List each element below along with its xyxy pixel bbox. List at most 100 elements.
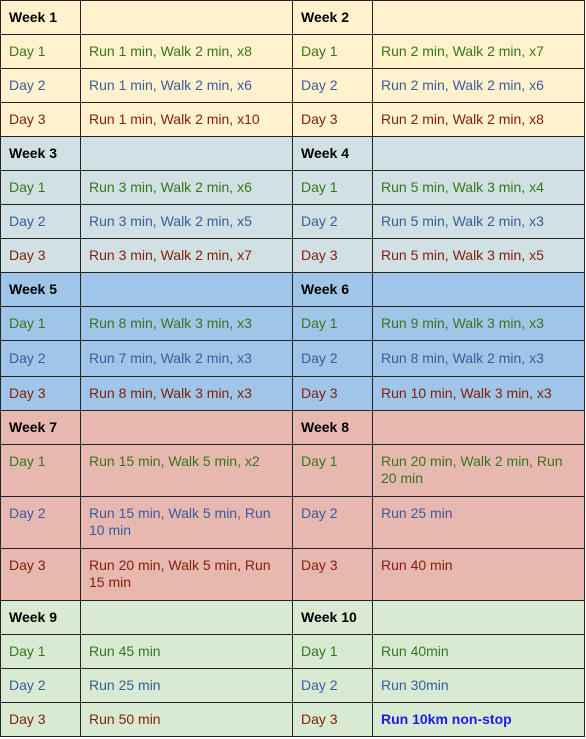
week-label: Week 1: [0, 0, 81, 35]
week-header-row: Week 9 Week 10: [0, 600, 585, 635]
empty-cell: [80, 136, 293, 171]
workout-plan: Run 3 min, Walk 2 min, x7: [80, 238, 293, 273]
workout-plan: Run 8 min, Walk 2 min, x3: [372, 340, 585, 377]
day-label: Day 3: [0, 102, 81, 137]
day-row: Day 3 Run 8 min, Walk 3 min, x3 Day 3 Ru…: [0, 376, 585, 411]
empty-cell: [372, 0, 585, 35]
empty-cell: [372, 410, 585, 445]
empty-cell: [372, 600, 585, 635]
week-header-row: Week 3 Week 4: [0, 136, 585, 171]
workout-plan: Run 20 min, Walk 5 min, Run 15 min: [80, 548, 293, 601]
workout-plan: Run 2 min, Walk 2 min, x8: [372, 102, 585, 137]
workout-plan: Run 8 min, Walk 3 min, x3: [80, 306, 293, 341]
week-label: Week 6: [292, 272, 373, 307]
day-label: Day 1: [292, 634, 373, 669]
day-label: Day 3: [0, 702, 81, 737]
workout-plan: Run 5 min, Walk 3 min, x4: [372, 170, 585, 205]
day-label: Day 3: [292, 102, 373, 137]
day-row: Day 2 Run 15 min, Walk 5 min, Run 10 min…: [0, 496, 585, 549]
day-row: Day 2 Run 25 min Day 2 Run 30min: [0, 668, 585, 703]
workout-plan: Run 7 min, Walk 2 min, x3: [80, 340, 293, 377]
day-label: Day 1: [292, 444, 373, 497]
week-label: Week 3: [0, 136, 81, 171]
day-label: Day 2: [292, 496, 373, 549]
day-label: Day 3: [292, 702, 373, 737]
day-row: Day 1 Run 1 min, Walk 2 min, x8 Day 1 Ru…: [0, 34, 585, 69]
day-label: Day 3: [292, 238, 373, 273]
workout-plan: Run 2 min, Walk 2 min, x6: [372, 68, 585, 103]
final-goal-plan: Run 10km non-stop: [372, 702, 585, 737]
week-label: Week 9: [0, 600, 81, 635]
workout-plan: Run 25 min: [80, 668, 293, 703]
workout-plan: Run 45 min: [80, 634, 293, 669]
day-row: Day 2 Run 7 min, Walk 2 min, x3 Day 2 Ru…: [0, 340, 585, 377]
workout-plan: Run 15 min, Walk 5 min, x2: [80, 444, 293, 497]
week-label: Week 10: [292, 600, 373, 635]
day-label: Day 2: [292, 668, 373, 703]
week-label: Week 7: [0, 410, 81, 445]
day-label: Day 1: [292, 170, 373, 205]
day-label: Day 1: [0, 444, 81, 497]
workout-plan: Run 2 min, Walk 2 min, x7: [372, 34, 585, 69]
workout-plan: Run 50 min: [80, 702, 293, 737]
workout-plan: Run 30min: [372, 668, 585, 703]
workout-plan: Run 40min: [372, 634, 585, 669]
day-label: Day 2: [0, 68, 81, 103]
day-label: Day 1: [292, 306, 373, 341]
empty-cell: [80, 272, 293, 307]
day-label: Day 2: [292, 204, 373, 239]
day-label: Day 1: [0, 634, 81, 669]
day-label: Day 2: [0, 496, 81, 549]
empty-cell: [372, 272, 585, 307]
day-label: Day 3: [0, 238, 81, 273]
workout-plan: Run 9 min, Walk 3 min, x3: [372, 306, 585, 341]
workout-plan: Run 8 min, Walk 3 min, x3: [80, 376, 293, 411]
day-row: Day 3 Run 3 min, Walk 2 min, x7 Day 3 Ru…: [0, 238, 585, 273]
day-label: Day 2: [0, 668, 81, 703]
empty-cell: [80, 600, 293, 635]
week-label: Week 5: [0, 272, 81, 307]
workout-plan: Run 3 min, Walk 2 min, x5: [80, 204, 293, 239]
workout-plan: Run 20 min, Walk 2 min, Run 20 min: [372, 444, 585, 497]
week-label: Week 4: [292, 136, 373, 171]
day-label: Day 2: [0, 340, 81, 377]
day-label: Day 3: [292, 548, 373, 601]
workout-plan: Run 5 min, Walk 2 min, x3: [372, 204, 585, 239]
workout-plan: Run 1 min, Walk 2 min, x10: [80, 102, 293, 137]
day-row: Day 1 Run 15 min, Walk 5 min, x2 Day 1 R…: [0, 444, 585, 497]
day-label: Day 3: [0, 548, 81, 601]
day-label: Day 2: [292, 68, 373, 103]
day-label: Day 3: [292, 376, 373, 411]
empty-cell: [80, 410, 293, 445]
day-label: Day 2: [0, 204, 81, 239]
workout-plan: Run 1 min, Walk 2 min, x6: [80, 68, 293, 103]
day-row: Day 2 Run 1 min, Walk 2 min, x6 Day 2 Ru…: [0, 68, 585, 103]
day-label: Day 1: [0, 306, 81, 341]
day-label: Day 1: [292, 34, 373, 69]
day-label: Day 2: [292, 340, 373, 377]
workout-plan: Run 15 min, Walk 5 min, Run 10 min: [80, 496, 293, 549]
workout-plan: Run 3 min, Walk 2 min, x6: [80, 170, 293, 205]
day-row: Day 2 Run 3 min, Walk 2 min, x5 Day 2 Ru…: [0, 204, 585, 239]
week-label: Week 2: [292, 0, 373, 35]
day-label: Day 3: [0, 376, 81, 411]
week-label: Week 8: [292, 410, 373, 445]
day-row: Day 1 Run 45 min Day 1 Run 40min: [0, 634, 585, 669]
workout-plan: Run 25 min: [372, 496, 585, 549]
day-row: Day 3 Run 1 min, Walk 2 min, x10 Day 3 R…: [0, 102, 585, 137]
empty-cell: [80, 0, 293, 35]
day-row: Day 3 Run 50 min Day 3 Run 10km non-stop: [0, 702, 585, 737]
day-row: Day 3 Run 20 min, Walk 5 min, Run 15 min…: [0, 548, 585, 601]
week-header-row: Week 5 Week 6: [0, 272, 585, 307]
workout-plan: Run 10 min, Walk 3 min, x3: [372, 376, 585, 411]
week-header-row: Week 7 Week 8: [0, 410, 585, 445]
day-row: Day 1 Run 3 min, Walk 2 min, x6 Day 1 Ru…: [0, 170, 585, 205]
workout-plan: Run 1 min, Walk 2 min, x8: [80, 34, 293, 69]
week-header-row: Week 1 Week 2: [0, 0, 585, 35]
day-label: Day 1: [0, 170, 81, 205]
day-row: Day 1 Run 8 min, Walk 3 min, x3 Day 1 Ru…: [0, 306, 585, 341]
workout-plan: Run 5 min, Walk 3 min, x5: [372, 238, 585, 273]
empty-cell: [372, 136, 585, 171]
day-label: Day 1: [0, 34, 81, 69]
